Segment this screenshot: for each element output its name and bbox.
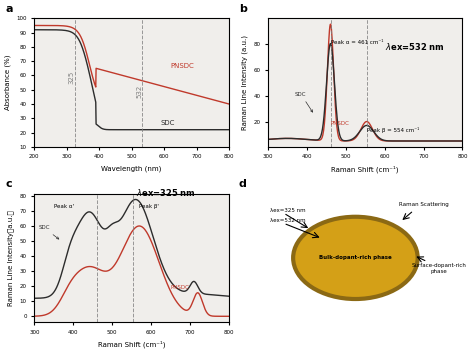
Y-axis label: Absorbance (%): Absorbance (%) bbox=[4, 55, 11, 110]
Text: 532: 532 bbox=[136, 84, 142, 98]
Text: a: a bbox=[5, 4, 13, 14]
Text: Peak α': Peak α' bbox=[54, 204, 74, 209]
X-axis label: Raman Shift (cm⁻¹): Raman Shift (cm⁻¹) bbox=[331, 165, 399, 172]
Text: Raman Scattering: Raman Scattering bbox=[399, 202, 448, 207]
Text: PNSDC: PNSDC bbox=[171, 285, 190, 290]
Text: λex=532 nm: λex=532 nm bbox=[270, 218, 305, 223]
Text: Surface-dopant-rich
phase: Surface-dopant-rich phase bbox=[411, 263, 466, 274]
X-axis label: Raman Shift (cm⁻¹): Raman Shift (cm⁻¹) bbox=[98, 340, 165, 348]
Text: $\lambda$ex=325 nm: $\lambda$ex=325 nm bbox=[136, 187, 195, 198]
Text: Peak α = 461 cm⁻¹: Peak α = 461 cm⁻¹ bbox=[331, 40, 383, 45]
Text: SDC: SDC bbox=[38, 225, 59, 239]
Text: $\lambda$ex=532 nm: $\lambda$ex=532 nm bbox=[384, 41, 444, 52]
Y-axis label: Raman Line Intensity (a.u.): Raman Line Intensity (a.u.) bbox=[241, 35, 247, 130]
Text: 325: 325 bbox=[69, 70, 75, 83]
Text: d: d bbox=[238, 179, 246, 189]
Text: PNSDC: PNSDC bbox=[171, 63, 194, 69]
X-axis label: Wavelength (nm): Wavelength (nm) bbox=[101, 165, 162, 171]
Text: Peak β': Peak β' bbox=[139, 204, 159, 209]
Text: SDC: SDC bbox=[161, 120, 175, 126]
Y-axis label: Raman Line Intensity（a.u.）: Raman Line Intensity（a.u.） bbox=[8, 210, 14, 306]
Text: λex=325 nm: λex=325 nm bbox=[270, 208, 305, 213]
Text: PNSDC: PNSDC bbox=[330, 121, 349, 126]
Circle shape bbox=[293, 217, 418, 299]
Text: Peak β = 554 cm⁻¹: Peak β = 554 cm⁻¹ bbox=[367, 127, 419, 133]
Text: Bulk-dopant-rich phase: Bulk-dopant-rich phase bbox=[319, 256, 392, 260]
Text: SDC: SDC bbox=[295, 92, 312, 112]
Text: c: c bbox=[5, 179, 12, 189]
Text: b: b bbox=[238, 4, 246, 14]
